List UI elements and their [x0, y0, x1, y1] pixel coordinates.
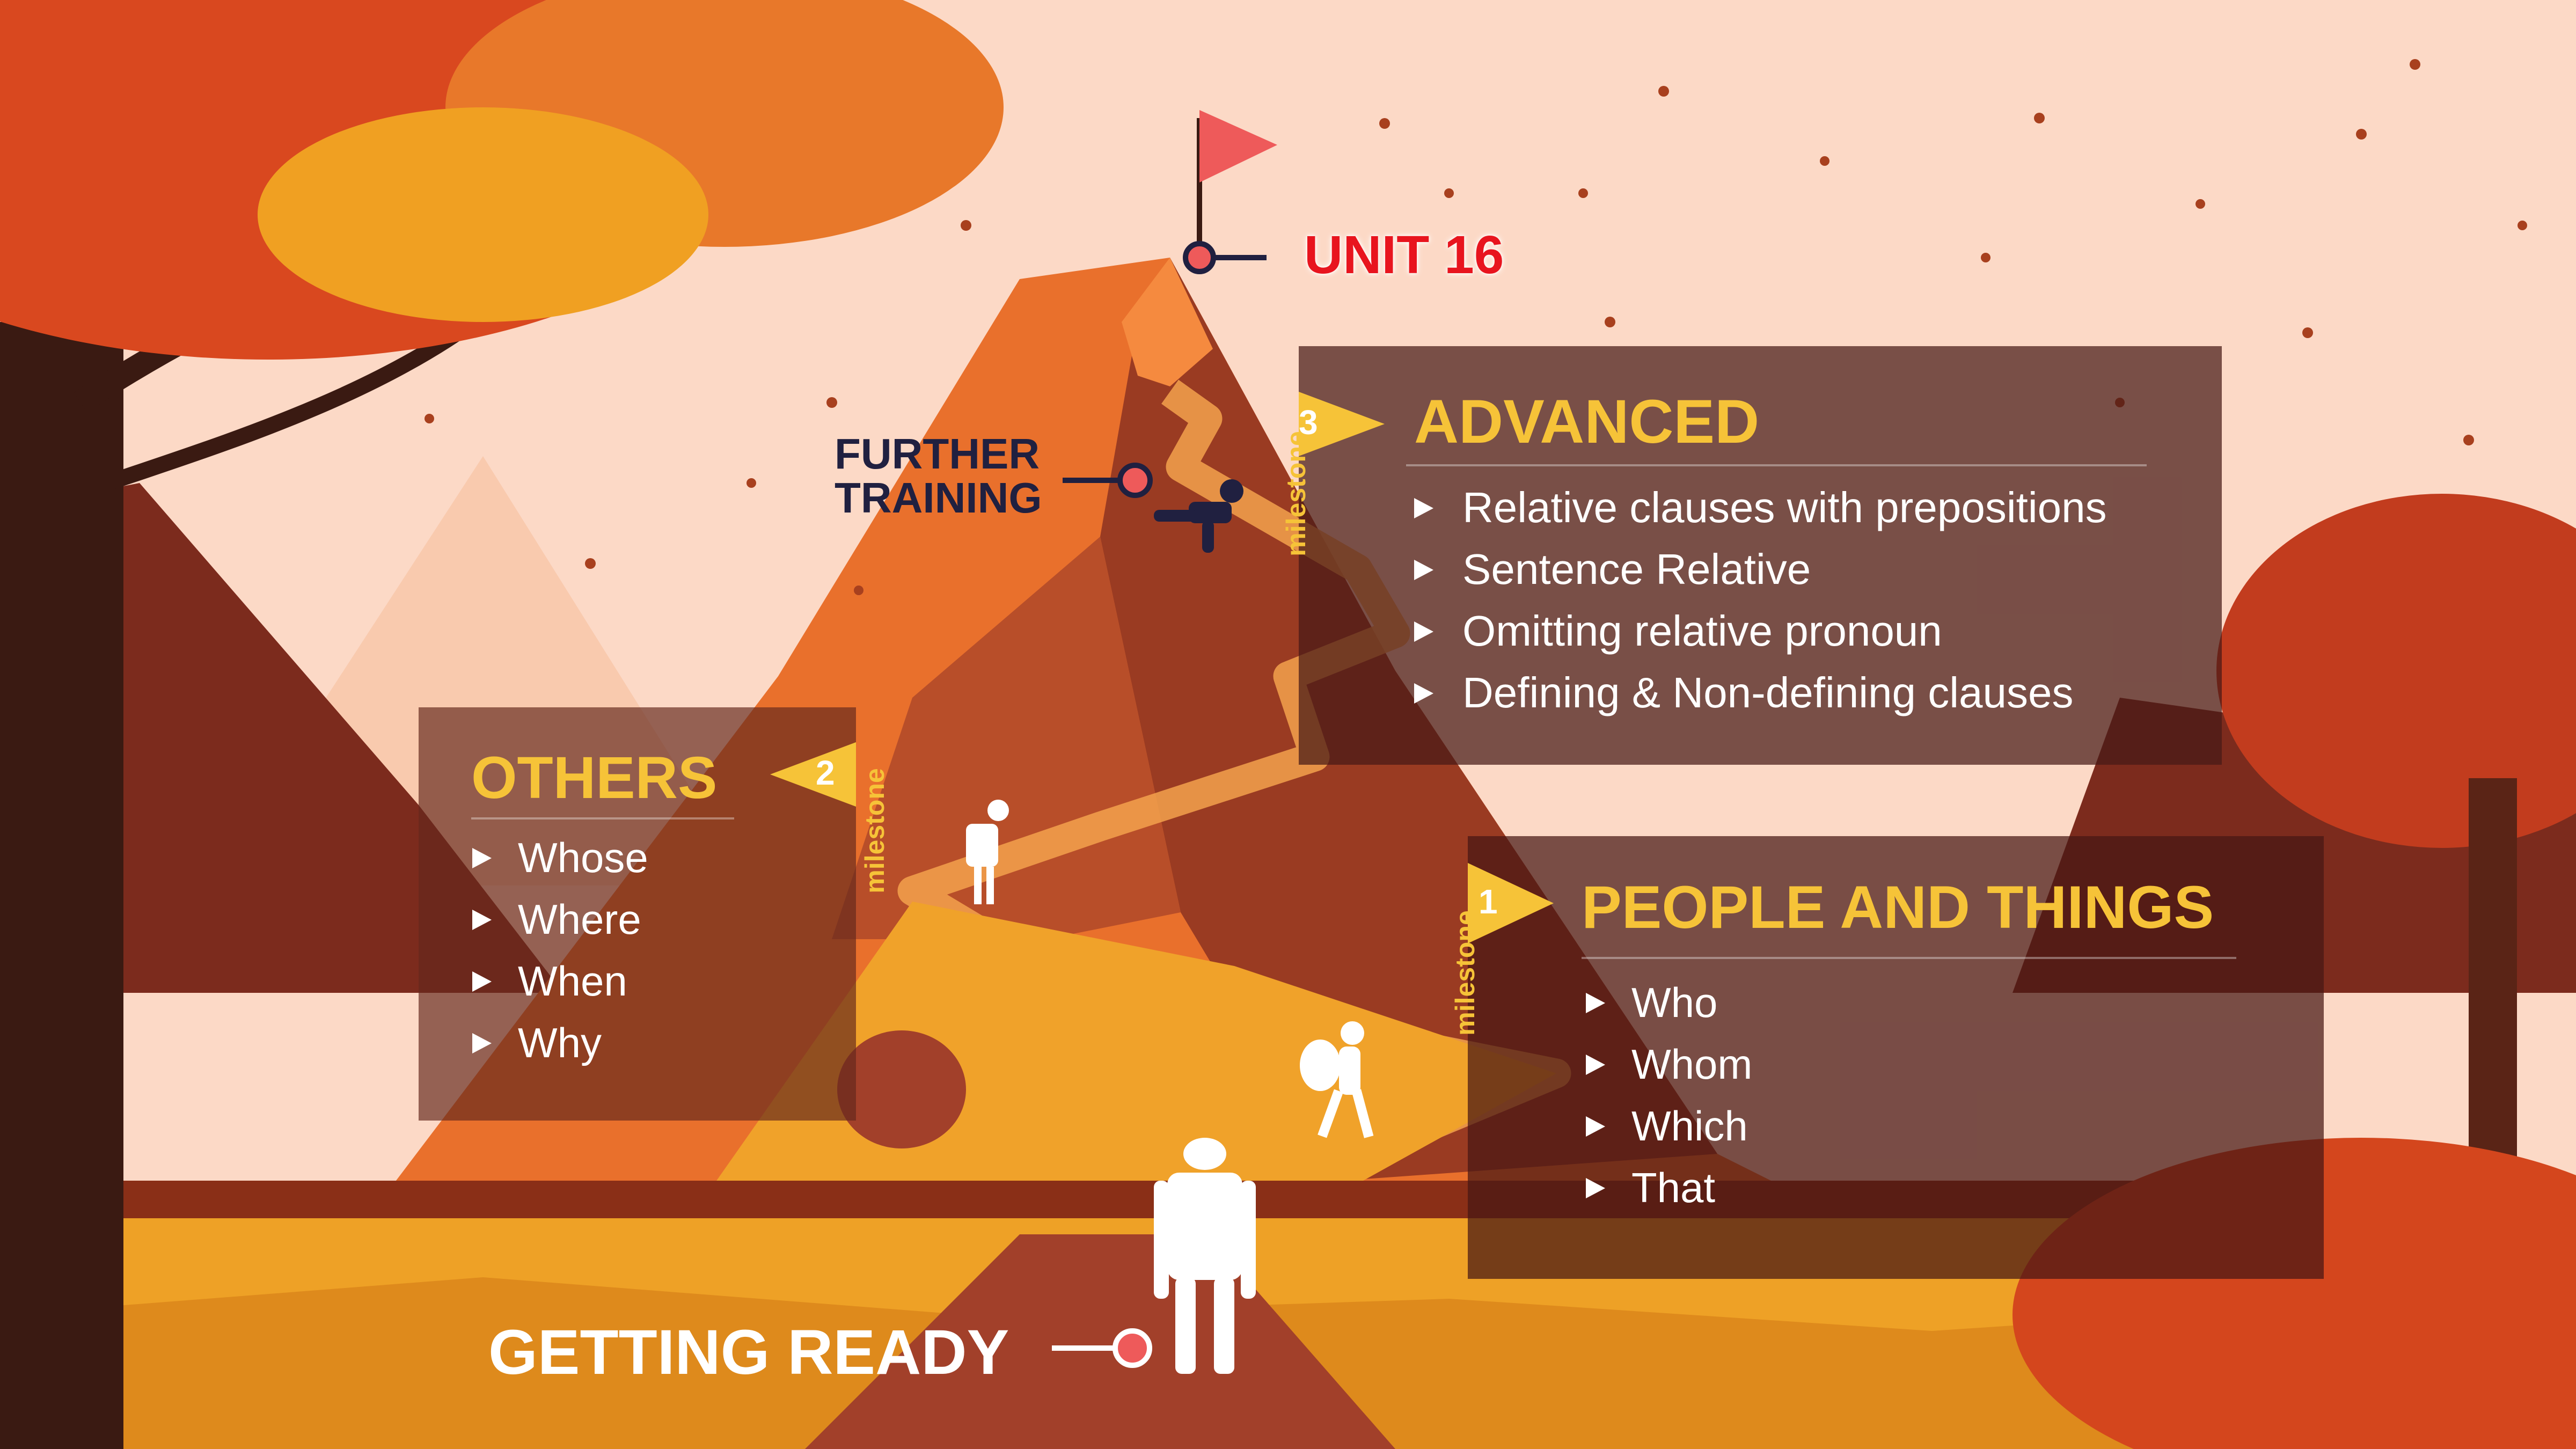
milestone-others-panel: milestone 2 OTHERS Whose Where When Why [419, 707, 890, 1121]
milestone-badge: 2 [770, 742, 856, 807]
panel-background [1468, 836, 2324, 1279]
hiker-icon-summit [1154, 479, 1243, 553]
heading-divider [1406, 464, 2147, 466]
heading-divider [471, 817, 734, 819]
triangle-bullet-icon [472, 971, 492, 992]
topic-text: That [1631, 1164, 1716, 1211]
milestone-badge: 3 [1299, 392, 1385, 456]
hiker-icon-lower [1300, 1021, 1374, 1138]
milestone-badge: 1 [1468, 863, 1554, 943]
topic-item: Defining & Non-defining clauses [1414, 668, 2107, 730]
topic-text: When [518, 957, 627, 1005]
left-tree-trunk [0, 322, 123, 1449]
milestone-number: 2 [816, 753, 835, 792]
further-training-line1: FURTHER [835, 430, 1040, 478]
falling-leaves-icon [425, 59, 2527, 595]
triangle-bullet-icon [472, 848, 492, 868]
triangle-bullet-icon [1586, 1116, 1605, 1137]
summit-flag-icon [1197, 110, 1277, 252]
topic-item: Whom [1586, 1040, 1752, 1102]
heading-divider [1582, 957, 2236, 959]
topic-item: Whose [472, 833, 648, 895]
topic-item: That [1586, 1163, 1752, 1225]
triangle-bullet-icon [1414, 560, 1433, 580]
panel-background [1299, 346, 2222, 765]
topic-item: Where [472, 895, 648, 957]
panel-heading: OTHERS [471, 745, 718, 811]
milestone-advanced-panel: milestone 3 ADVANCED Relative clauses wi… [1281, 346, 2222, 765]
further-training-label: FURTHER TRAINING [835, 432, 1042, 520]
topic-item: Sentence Relative [1414, 545, 2107, 606]
topic-text: Omitting relative pronoun [1462, 607, 1942, 655]
milestone-tab: milestone [856, 718, 894, 943]
topic-text: Sentence Relative [1462, 545, 1811, 593]
topic-item: Relative clauses with prepositions [1414, 483, 2107, 545]
milestone-tab-text: milestone [860, 768, 890, 894]
unit-connector [1183, 241, 1267, 274]
topic-text: Relative clauses with prepositions [1462, 484, 2107, 531]
mid-bush [837, 1030, 966, 1148]
milestone-number: 1 [1479, 882, 1498, 921]
panel-heading: ADVANCED [1414, 387, 1760, 456]
topic-item: Who [1586, 978, 1752, 1040]
topic-text: Where [518, 896, 641, 943]
triangle-bullet-icon [1414, 621, 1433, 642]
hiker-icon-start [1154, 1138, 1256, 1374]
triangle-bullet-icon [1586, 1178, 1605, 1198]
triangle-bullet-icon [472, 1033, 492, 1053]
topic-text: Defining & Non-defining clauses [1462, 669, 2074, 716]
summit-snow [1122, 258, 1213, 386]
milestone-people-panel: milestone 1 PEOPLE AND THINGS Who Whom W… [1450, 836, 2324, 1279]
further-training-line2: TRAINING [835, 474, 1042, 522]
topic-list: Relative clauses with prepositions Sente… [1414, 483, 2107, 730]
topic-item: Why [472, 1019, 648, 1080]
topic-text: Who [1631, 979, 1718, 1026]
topic-list: Who Whom Which That [1586, 978, 1752, 1225]
start-connector [1052, 1328, 1152, 1368]
milestone-number: 3 [1299, 403, 1318, 442]
topic-text: Whose [518, 834, 648, 881]
panel-heading: PEOPLE AND THINGS [1582, 874, 2214, 941]
topic-list: Whose Where When Why [472, 833, 648, 1080]
right-tree-trunk [2469, 778, 2517, 1208]
topic-item: Which [1586, 1102, 1752, 1163]
triangle-bullet-icon [1414, 683, 1433, 704]
triangle-bullet-icon [1586, 1055, 1605, 1075]
training-connector [1063, 463, 1153, 498]
triangle-bullet-icon [472, 910, 492, 930]
topic-text: Whom [1631, 1041, 1753, 1088]
right-tree-canopy [2216, 494, 2576, 848]
hiker-icon-mid [966, 800, 1009, 904]
triangle-bullet-icon [1586, 993, 1605, 1013]
topic-item: Omitting relative pronoun [1414, 606, 2107, 668]
topic-text: Which [1631, 1102, 1748, 1150]
getting-ready-label: GETTING READY [488, 1317, 1009, 1388]
topic-text: Why [518, 1019, 602, 1066]
left-tree-canopy-3 [258, 107, 708, 322]
topic-item: When [472, 957, 648, 1019]
triangle-bullet-icon [1414, 498, 1433, 518]
unit-title: UNIT 16 [1304, 225, 1504, 285]
